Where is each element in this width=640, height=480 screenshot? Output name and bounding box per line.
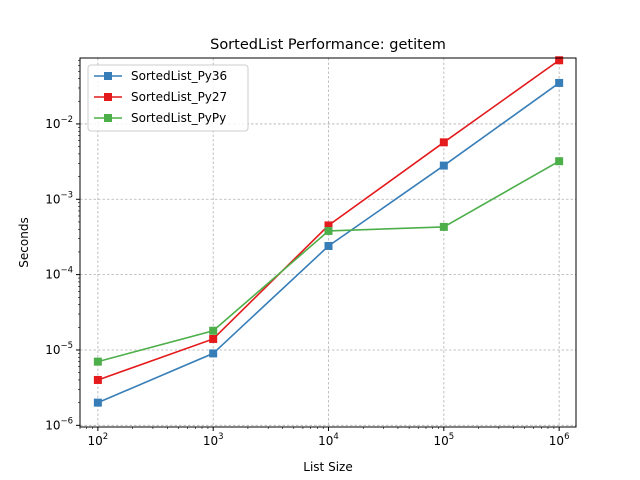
legend-item: SortedList_PyPy <box>94 111 226 125</box>
legend-label: SortedList_Py27 <box>131 90 227 104</box>
legend: SortedList_Py36 SortedList_Py27 SortedList… <box>87 64 249 132</box>
x-tick-label: 103 <box>203 432 224 448</box>
series-point <box>555 157 564 166</box>
series-point <box>93 398 102 407</box>
series-point <box>555 78 564 87</box>
legend-marker <box>104 114 112 122</box>
x-tick-label: 105 <box>433 432 454 448</box>
x-tick-label: 106 <box>549 432 570 448</box>
series-point <box>209 334 218 343</box>
chart-title: SortedList Performance: getitem <box>210 37 446 53</box>
x-tick-label: 104 <box>318 432 339 448</box>
legend-label: SortedList_Py36 <box>131 69 227 83</box>
legend-item: SortedList_Py27 <box>94 90 227 104</box>
legend-box <box>87 64 249 132</box>
y-tick-label: 10−2 <box>45 115 73 131</box>
series-2 <box>93 56 564 384</box>
series-point <box>209 349 218 358</box>
y-axis-label: Seconds <box>17 217 31 267</box>
series-point <box>324 241 333 250</box>
y-tick-label: 10−3 <box>45 190 73 206</box>
plot-area-frame <box>79 57 577 428</box>
series-point <box>439 161 448 170</box>
y-tick-label: 10−4 <box>45 266 73 282</box>
legend-marker <box>104 72 112 80</box>
series-point <box>555 56 564 65</box>
series-point <box>209 326 218 335</box>
series-layer <box>93 56 564 407</box>
series-point <box>439 138 448 147</box>
y-tick-label: 10−5 <box>45 341 73 357</box>
x-tick-label: 102 <box>88 432 109 448</box>
series-point <box>324 221 333 230</box>
series-point <box>93 357 102 366</box>
series-1 <box>93 78 564 407</box>
y-tick-label: 10−6 <box>45 416 73 432</box>
legend-item: SortedList_Py36 <box>94 69 227 83</box>
series-point <box>439 222 448 231</box>
series-point <box>93 375 102 384</box>
x-axis-label: List Size <box>303 460 352 474</box>
series-point <box>324 226 333 235</box>
series-3 <box>93 157 564 366</box>
legend-label: SortedList_PyPy <box>131 111 226 125</box>
ticks: 102 103 104 105 106 10−6 10−5 10−4 10−3 10−2 <box>45 59 570 448</box>
legend-marker <box>104 93 112 101</box>
